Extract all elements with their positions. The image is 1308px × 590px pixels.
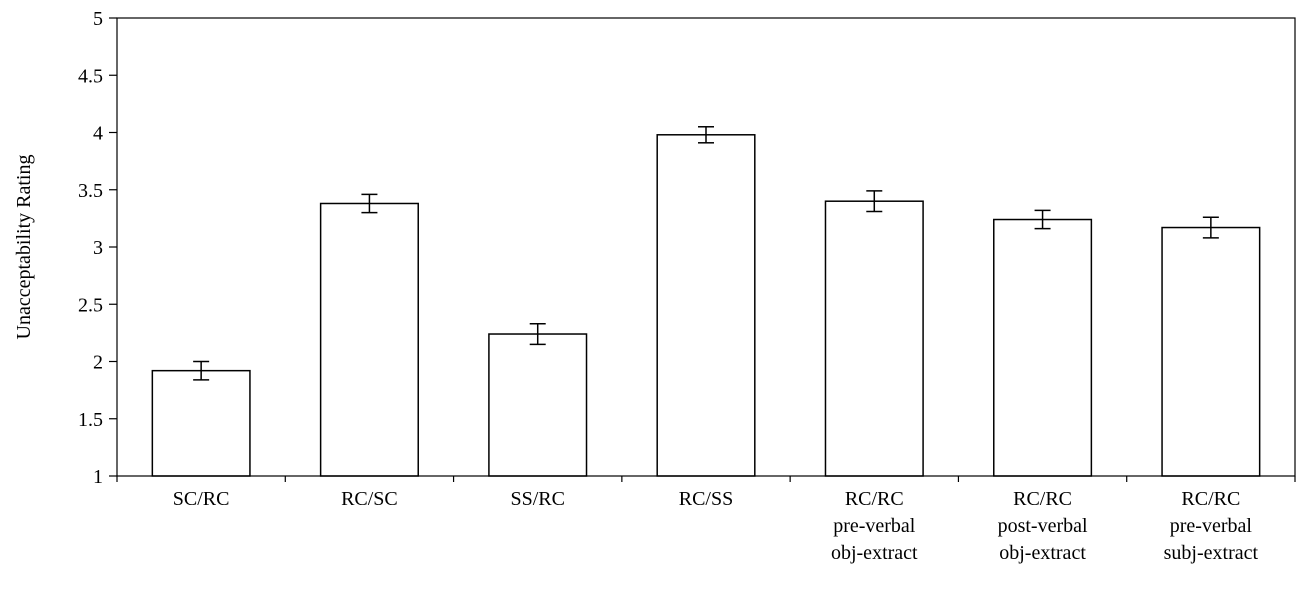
bars-group: [116, 126, 1296, 482]
category-label-line: obj-extract: [831, 542, 918, 564]
category-label-line: post-verbal: [998, 515, 1088, 537]
y-tick-label: 2.5: [78, 294, 103, 316]
category-label: RC/SS: [679, 488, 733, 510]
plot-frame: [116, 17, 1296, 477]
y-tick-label: 5: [93, 8, 103, 30]
category-label: RC/RC pre-verbal obj-extract: [831, 488, 918, 564]
bar: [993, 218, 1093, 477]
bar: [656, 134, 756, 477]
category-label-line: RC/RC: [1013, 488, 1072, 510]
bar: [319, 202, 419, 477]
y-tick-label: 1.5: [78, 409, 103, 431]
category-label-line: RC/RC: [845, 488, 904, 510]
category-label-line: RC/SC: [341, 488, 398, 510]
y-tick-label: 1: [93, 466, 103, 488]
y-tick-label: 4.5: [78, 65, 103, 87]
category-labels: SC/RC RC/SC SS/RC RC/SS RC/RC pre-verbal obj-e…: [173, 488, 1259, 564]
category-label-line: SS/RC: [510, 488, 564, 510]
category-label: RC/RC post-verbal obj-extract: [998, 488, 1088, 564]
category-label: RC/SC: [341, 488, 398, 510]
y-tick-label: 4: [93, 123, 103, 145]
category-label: SC/RC: [173, 488, 230, 510]
bar: [1161, 226, 1261, 477]
bar: [151, 369, 251, 477]
category-label-line: pre-verbal: [1170, 515, 1253, 537]
y-tick-label: 3: [93, 237, 103, 259]
y-axis-ticks: 1 1.5 2 2.5 3 3.5 4 4.5 5: [78, 8, 117, 488]
category-label-line: SC/RC: [173, 488, 230, 510]
bar: [824, 200, 924, 477]
y-tick-label: 3.5: [78, 180, 103, 202]
category-label-line: pre-verbal: [833, 515, 916, 537]
category-label-line: RC/SS: [679, 488, 733, 510]
y-axis-title: Unacceptability Rating: [13, 155, 35, 340]
category-label-line: obj-extract: [999, 542, 1086, 564]
y-tick-label: 2: [93, 352, 103, 374]
category-label: SS/RC: [510, 488, 564, 510]
category-label: RC/RC pre-verbal subj-extract: [1164, 488, 1259, 564]
category-label-line: RC/RC: [1181, 488, 1240, 510]
category-label-line: subj-extract: [1164, 542, 1259, 564]
bar: [488, 333, 588, 477]
